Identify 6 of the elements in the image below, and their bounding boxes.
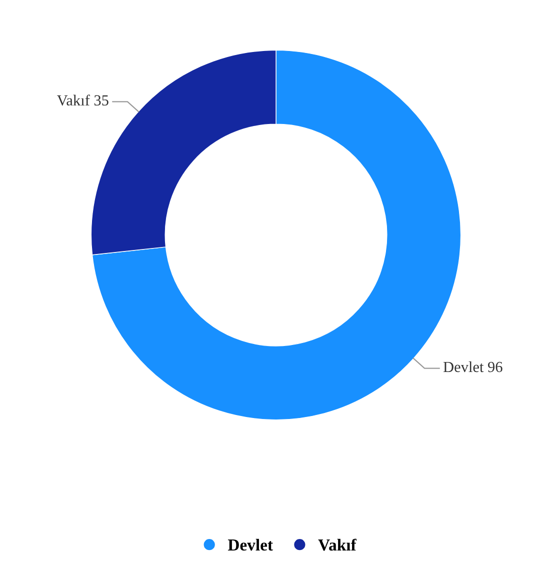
slice-label: Devlet bbox=[443, 361, 484, 372]
data-label: 96 bbox=[488, 362, 502, 372]
data-label: 35 bbox=[94, 95, 108, 106]
slice-label: Vakıf bbox=[57, 94, 90, 106]
legend-label: Vakıf bbox=[318, 538, 356, 551]
legend-label: Devlet bbox=[228, 538, 273, 551]
